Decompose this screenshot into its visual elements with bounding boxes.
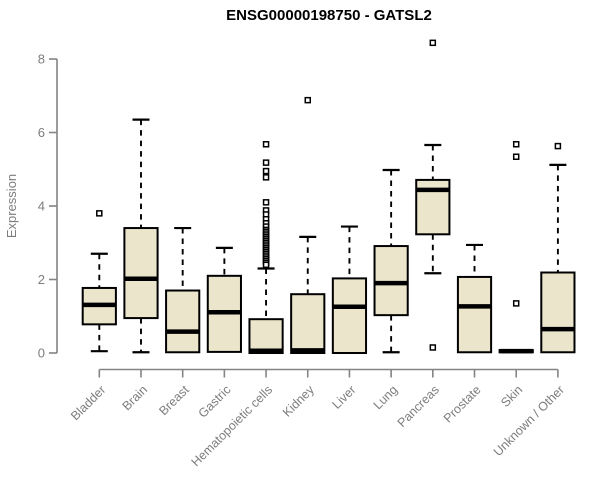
- boxplot-unknown-other: [540, 142, 576, 354]
- x-category-label: Hematopoietic cells: [189, 383, 276, 470]
- x-category-label: Unknown / Other: [491, 383, 567, 459]
- outlier-point: [512, 300, 520, 307]
- outlier-point: [304, 96, 311, 104]
- boxplot-gastric: [206, 246, 242, 353]
- x-category-label: Breast: [156, 382, 192, 418]
- boxplot-breast: [165, 226, 201, 354]
- box-iqr: [290, 293, 326, 355]
- y-tick-label: 8: [38, 52, 45, 67]
- outlier-point: [512, 153, 520, 161]
- outlier-point: [262, 141, 270, 148]
- outlier-point: [96, 210, 103, 217]
- box-iqr: [456, 275, 493, 354]
- outlier-point: [429, 39, 437, 47]
- x-category-label: Gastric: [196, 383, 234, 421]
- boxplot-pancreas: [415, 39, 451, 351]
- x-category-label: Liver: [330, 383, 359, 412]
- boxplot-prostate: [456, 243, 493, 354]
- box-iqr: [373, 245, 409, 317]
- boxplot-skin: [498, 141, 534, 354]
- x-category-label: Skin: [498, 383, 525, 410]
- x-category-label: Prostate: [441, 383, 484, 426]
- y-tick-label: 6: [38, 125, 45, 140]
- outlier-point: [429, 344, 437, 351]
- boxplot-brain: [123, 118, 159, 354]
- outlier-point: [262, 174, 270, 181]
- box-iqr: [165, 289, 201, 354]
- boxplot-series: [81, 39, 576, 355]
- boxplot-liver: [331, 225, 368, 354]
- y-tick-label: 4: [38, 199, 45, 214]
- x-category-label: Brain: [120, 383, 151, 414]
- y-axis-label: Expression: [4, 174, 19, 238]
- box-iqr: [248, 318, 284, 355]
- outlier-point: [512, 141, 520, 148]
- outlier-point: [262, 159, 270, 166]
- axes: 0 2 4 6 8 Bladder Brain Breast GastricHematopoie…: [38, 52, 567, 470]
- boxplot-hematopoietic-cells: [248, 141, 284, 355]
- y-tick-label: 2: [38, 272, 45, 287]
- boxplot-bladder: [81, 210, 117, 353]
- x-category-label: Kidney: [280, 382, 317, 419]
- chart-title: ENSG00000198750 - GATSL2: [226, 7, 432, 24]
- outlier-point: [554, 142, 562, 150]
- outlier-point: [262, 167, 270, 175]
- y-tick-label: 0: [38, 346, 45, 361]
- x-category-label: Pancreas: [395, 383, 442, 430]
- x-category-label: Lung: [371, 383, 401, 413]
- box-iqr: [540, 271, 576, 354]
- x-category-label: Bladder: [68, 383, 108, 423]
- boxplot-kidney: [290, 96, 326, 355]
- box-iqr: [123, 227, 159, 320]
- box-iqr: [331, 277, 368, 354]
- outlier-point: [262, 261, 270, 269]
- outlier-point: [262, 199, 270, 206]
- boxplot-lung: [373, 168, 409, 354]
